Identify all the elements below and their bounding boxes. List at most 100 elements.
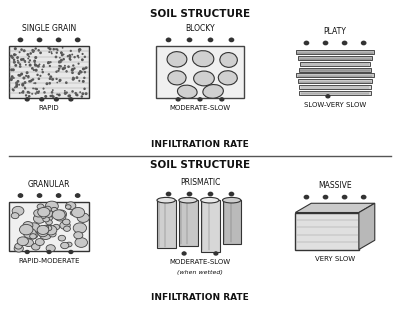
Text: PRISMATIC: PRISMATIC xyxy=(180,178,220,187)
Point xyxy=(34,87,40,92)
Point xyxy=(50,94,56,99)
Polygon shape xyxy=(167,193,170,194)
Point xyxy=(54,80,60,85)
Point xyxy=(78,70,84,75)
Circle shape xyxy=(58,235,66,241)
Circle shape xyxy=(43,225,48,230)
Circle shape xyxy=(76,38,80,42)
Point xyxy=(35,90,41,95)
Point xyxy=(16,73,22,78)
Point xyxy=(76,71,82,76)
Circle shape xyxy=(46,245,55,252)
Circle shape xyxy=(69,98,73,101)
Point xyxy=(31,81,37,86)
Point xyxy=(66,53,73,58)
Point xyxy=(30,48,36,53)
Circle shape xyxy=(11,213,19,219)
Point xyxy=(77,69,84,74)
Circle shape xyxy=(45,201,58,211)
Point xyxy=(41,63,47,67)
Point xyxy=(32,62,38,67)
Circle shape xyxy=(66,205,71,209)
Point xyxy=(35,64,42,69)
Point xyxy=(62,63,68,68)
Point xyxy=(54,47,61,52)
Point xyxy=(8,67,15,72)
Circle shape xyxy=(60,221,70,229)
Point xyxy=(47,76,53,81)
Polygon shape xyxy=(359,203,375,249)
Polygon shape xyxy=(167,38,170,40)
Circle shape xyxy=(15,243,22,249)
Point xyxy=(47,63,53,68)
Point xyxy=(83,91,89,96)
Circle shape xyxy=(75,238,88,247)
Point xyxy=(22,60,28,65)
Polygon shape xyxy=(57,38,60,40)
Point xyxy=(68,49,74,53)
Point xyxy=(32,63,39,68)
Point xyxy=(48,74,54,79)
Circle shape xyxy=(38,229,48,237)
Circle shape xyxy=(40,98,44,101)
Point xyxy=(56,66,62,71)
Point xyxy=(34,63,40,68)
Circle shape xyxy=(73,223,86,233)
Polygon shape xyxy=(188,193,191,194)
Point xyxy=(17,73,23,78)
Polygon shape xyxy=(177,98,179,100)
Point xyxy=(66,56,73,61)
Point xyxy=(45,60,52,65)
Point xyxy=(30,49,36,54)
Point xyxy=(25,75,32,80)
Text: SOIL STRUCTURE: SOIL STRUCTURE xyxy=(150,160,250,170)
Point xyxy=(48,51,55,56)
Point xyxy=(69,89,76,94)
Point xyxy=(57,78,63,83)
Point xyxy=(63,81,70,86)
Point xyxy=(37,73,44,78)
Point xyxy=(31,67,37,72)
Point xyxy=(16,91,23,95)
Circle shape xyxy=(69,250,73,253)
Point xyxy=(41,90,48,95)
Point xyxy=(58,64,64,69)
Circle shape xyxy=(362,41,366,45)
Circle shape xyxy=(166,193,171,196)
Point xyxy=(39,67,46,72)
Polygon shape xyxy=(324,41,327,43)
Point xyxy=(15,58,21,63)
Circle shape xyxy=(23,221,33,229)
Circle shape xyxy=(56,38,61,42)
Point xyxy=(75,53,81,58)
Ellipse shape xyxy=(203,85,223,98)
Point xyxy=(56,63,62,68)
Point xyxy=(44,81,50,86)
Point xyxy=(78,70,85,75)
Circle shape xyxy=(18,194,23,197)
Polygon shape xyxy=(26,250,28,252)
Point xyxy=(20,57,26,62)
Point xyxy=(56,60,62,65)
Text: (when wetted): (when wetted) xyxy=(177,271,223,276)
Point xyxy=(32,81,38,86)
Text: MODERATE-SLOW: MODERATE-SLOW xyxy=(170,259,230,265)
Point xyxy=(15,79,21,84)
Ellipse shape xyxy=(179,197,197,203)
Circle shape xyxy=(28,223,40,232)
Point xyxy=(22,80,28,85)
Polygon shape xyxy=(230,38,233,40)
Point xyxy=(62,91,68,96)
FancyBboxPatch shape xyxy=(298,79,372,83)
FancyBboxPatch shape xyxy=(156,46,244,99)
Point xyxy=(21,48,28,53)
Polygon shape xyxy=(48,250,50,252)
Point xyxy=(17,64,24,69)
Point xyxy=(26,60,32,65)
Circle shape xyxy=(37,194,42,197)
Polygon shape xyxy=(362,41,365,43)
Polygon shape xyxy=(199,98,201,100)
FancyBboxPatch shape xyxy=(9,202,89,251)
Circle shape xyxy=(44,225,57,235)
Point xyxy=(11,60,18,65)
